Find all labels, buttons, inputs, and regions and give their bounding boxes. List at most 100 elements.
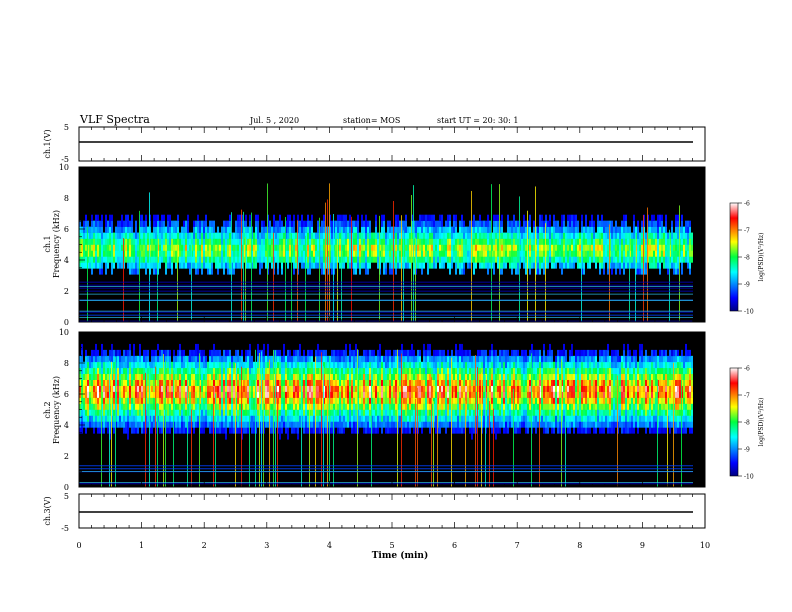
spectrogram-cell [553,214,555,221]
spectrogram-cell [255,262,257,269]
spectrogram-cell [307,379,309,386]
spectrogram-cell [289,256,291,263]
spectrogram-cell [405,214,407,221]
spectrogram-cell [311,385,313,392]
spectrogram-cell [313,250,315,257]
spectrogram-cell [283,421,285,428]
spectrogram-cell [345,232,347,239]
spectrogram-cell [459,244,461,251]
spectrogram-cell [633,214,635,221]
spectrogram-cell [159,349,161,357]
spectrogram-cell [207,421,209,428]
spectrogram-cell [91,349,93,357]
spectrogram-cell [291,397,293,404]
spectrogram-cell [117,349,119,357]
spectrogram-cell [613,256,615,263]
spectrogram-cell [169,244,171,251]
spectrogram-cell [637,262,639,269]
spectrogram-cell [169,214,171,221]
spectrogram-cell [265,379,267,386]
spectrogram-cell [603,232,605,239]
spectrogram-cell [347,409,349,416]
spectrogram-cell [391,262,393,269]
spectrogram-cell [623,220,625,227]
spectrogram-cell [655,250,657,257]
spectrogram-cell [569,220,571,227]
spectrogram-cell [443,232,445,239]
spectrogram-spike [315,356,316,487]
spectrogram-cell [135,256,137,263]
spectrogram-cell [181,403,183,410]
spectrogram-cell [517,250,519,257]
spectrogram-cell [465,238,467,245]
spectrogram-cell [227,256,229,263]
spectrogram-cell [399,250,401,257]
spectrogram-cell [343,379,345,386]
spectrogram-spike [275,350,276,487]
spectrogram-cell [145,355,147,363]
spectrogram-cell [497,244,499,251]
spectrogram-cell [477,226,479,233]
spectrogram-cell [357,262,359,269]
spectrogram-cell [601,226,603,233]
spectrogram-cell [365,349,367,357]
spectrogram-cell [355,379,357,386]
spectrogram-cell [127,226,129,233]
spectrogram-cell [323,250,325,257]
spectrogram-cell [289,397,291,404]
spectrogram-cell [249,244,251,251]
spectrogram-cell [383,214,385,221]
spectrogram-cell [659,244,661,251]
spectrogram-cell [367,268,369,275]
spectrogram-cell [517,244,519,251]
spectrogram-cell [189,268,191,275]
spectrogram-cell [195,232,197,239]
spectrogram-cell [239,262,241,269]
spectrogram-cell [131,385,133,392]
spectrogram-cell [577,244,579,251]
spectrogram-cell [217,232,219,239]
spectrogram-cell [553,220,555,227]
spectrogram-cell [661,232,663,239]
spectrogram-cell [181,427,183,434]
spectrogram-cell [219,385,221,392]
spectrogram-cell [221,361,223,369]
spectrogram-cell [349,244,351,251]
spectrogram-cell [309,232,311,239]
spectrogram-spike [301,363,302,487]
spectrogram-cell [255,226,257,233]
spectrogram-cell [577,250,579,257]
spectrogram-cell [133,361,135,369]
spectrogram-cell [225,433,227,440]
spectrogram-cell [129,343,131,351]
spectrogram-cell [307,232,309,239]
spectrogram-cell [167,361,169,369]
spectrogram-cell [105,391,107,398]
spectrogram-cell [143,403,145,410]
spectrogram-cell [95,349,97,357]
spectrogram-cell [365,385,367,392]
spectrogram-cell [225,220,227,227]
spectrogram-cell [665,256,667,263]
spectrogram-cell [283,409,285,416]
spectrogram-cell [307,355,309,363]
spectrogram-cell [167,391,169,398]
spectrogram-cell [269,232,271,239]
spectrogram-cell [285,379,287,386]
spectrogram-cell [111,262,113,269]
spectrogram-cell [307,244,309,251]
spectrogram-cell [171,385,173,392]
spectrogram-cell [347,421,349,428]
spectrogram-cell [223,361,225,369]
spectrogram-cell [345,421,347,428]
spectrogram-cell [641,226,643,233]
spectrogram-cell [151,421,153,428]
spectrogram-cell [367,361,369,369]
spectrogram-cell [327,367,329,375]
spectrogram-cell [377,409,379,416]
spectrogram-cell [505,250,507,257]
spectrogram-cell [221,232,223,239]
spectrogram-cell [117,379,119,386]
spectrogram-cell [523,250,525,257]
spectrogram-cell [257,226,259,233]
